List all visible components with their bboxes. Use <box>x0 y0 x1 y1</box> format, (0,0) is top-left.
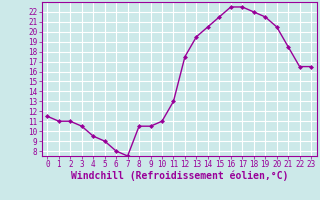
X-axis label: Windchill (Refroidissement éolien,°C): Windchill (Refroidissement éolien,°C) <box>70 171 288 181</box>
